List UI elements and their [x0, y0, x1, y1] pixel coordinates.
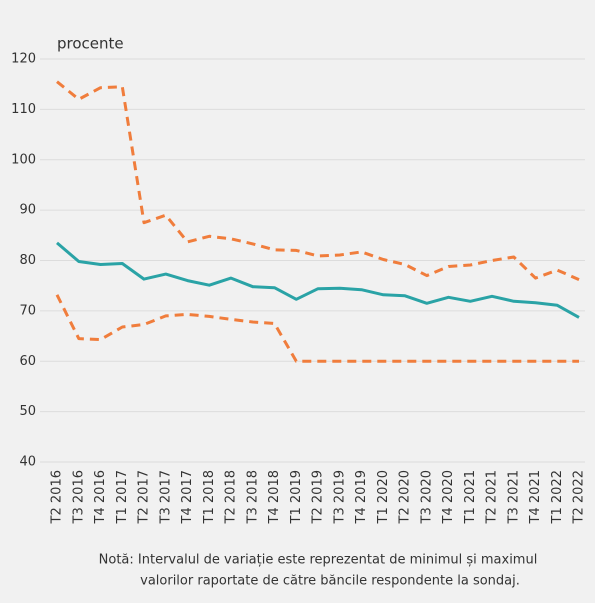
- y-tick-label: 80: [19, 253, 36, 268]
- x-tick-label: T1 2021: [463, 470, 478, 524]
- x-tick-label: T2 2020: [398, 470, 413, 524]
- x-tick-label: T1 2017: [115, 470, 130, 524]
- x-tick-label: T1 2019: [289, 470, 304, 524]
- x-tick-label: T3 2020: [419, 470, 434, 524]
- y-tick-label: 40: [19, 455, 36, 470]
- data-line: [55, 294, 579, 363]
- x-tick-label: T4 2021: [528, 470, 543, 524]
- y-tick-label: 120: [11, 52, 36, 67]
- x-tick-label: T4 2018: [267, 470, 282, 524]
- x-tick-label: T3 2018: [245, 470, 260, 524]
- note-line: valorilor raportate de către băncile res…: [140, 574, 520, 589]
- x-tick-label: T2 2016: [50, 470, 65, 524]
- x-tick-label: T3 2016: [71, 470, 86, 524]
- x-tick-label: T4 2017: [180, 470, 195, 524]
- y-tick-label: 90: [19, 203, 36, 218]
- x-tick-label: T4 2016: [93, 470, 108, 524]
- x-tick-label: T2 2021: [485, 470, 500, 524]
- y-axis-label: procente: [57, 35, 124, 53]
- x-tick-label: T3 2017: [158, 470, 173, 524]
- y-tick-label: 60: [19, 354, 36, 369]
- x-tick-label: T3 2021: [506, 470, 521, 524]
- x-tick-label: T1 2020: [376, 470, 391, 524]
- data-line: [56, 80, 580, 281]
- x-tick-label: T2 2017: [137, 470, 152, 524]
- x-tick-label: T4 2019: [354, 470, 369, 524]
- x-tick-label: T3 2019: [332, 470, 347, 524]
- data-line: [56, 241, 580, 319]
- x-tick-label: T1 2018: [202, 470, 217, 524]
- y-tick-label: 70: [19, 303, 36, 318]
- note-line: Notă: Intervalul de variație este reprez…: [99, 553, 538, 568]
- x-tick-label: T2 2018: [224, 470, 239, 524]
- y-tick-label: 110: [11, 102, 36, 117]
- y-tick-label: 50: [19, 404, 36, 419]
- x-tick-label: T4 2020: [441, 470, 456, 524]
- y-tick-label: 100: [11, 152, 36, 167]
- x-tick-label: T2 2019: [311, 470, 326, 524]
- x-tick-label: T1 2022: [550, 470, 565, 524]
- x-tick-label: T2 2022: [572, 470, 587, 524]
